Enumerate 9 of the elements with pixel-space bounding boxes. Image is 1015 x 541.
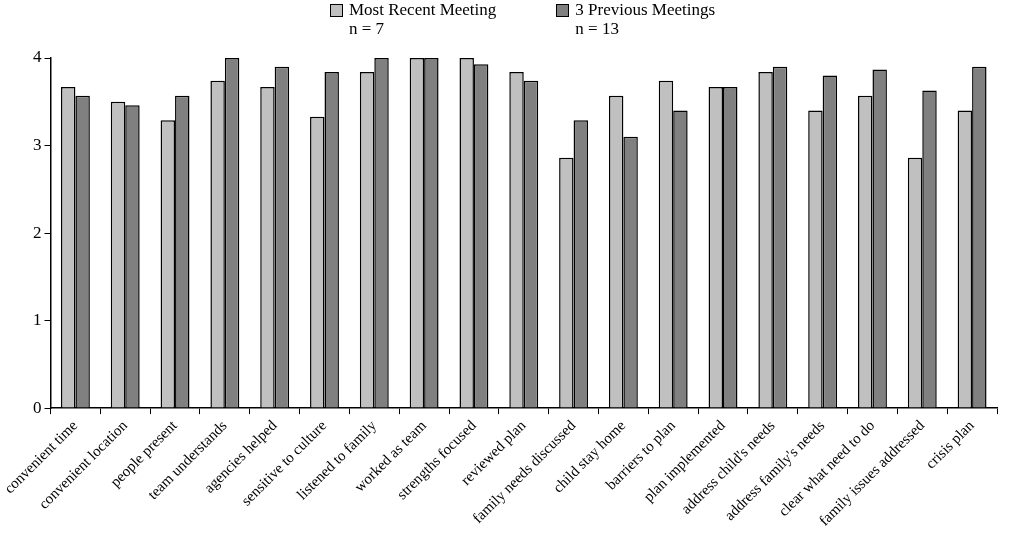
y-tick-label: 1 bbox=[33, 310, 42, 330]
y-tick-label: 4 bbox=[33, 47, 42, 67]
y-tick-label: 2 bbox=[33, 222, 42, 242]
y-tick-label: 3 bbox=[33, 135, 42, 154]
legend-label: 3 Previous Meetings bbox=[575, 0, 716, 19]
legend-label: Most Recent Meeting bbox=[349, 0, 497, 19]
y-tick-label: 0 bbox=[33, 397, 42, 417]
text: n = 13 bbox=[575, 19, 620, 38]
text: n = 7 bbox=[349, 19, 386, 38]
